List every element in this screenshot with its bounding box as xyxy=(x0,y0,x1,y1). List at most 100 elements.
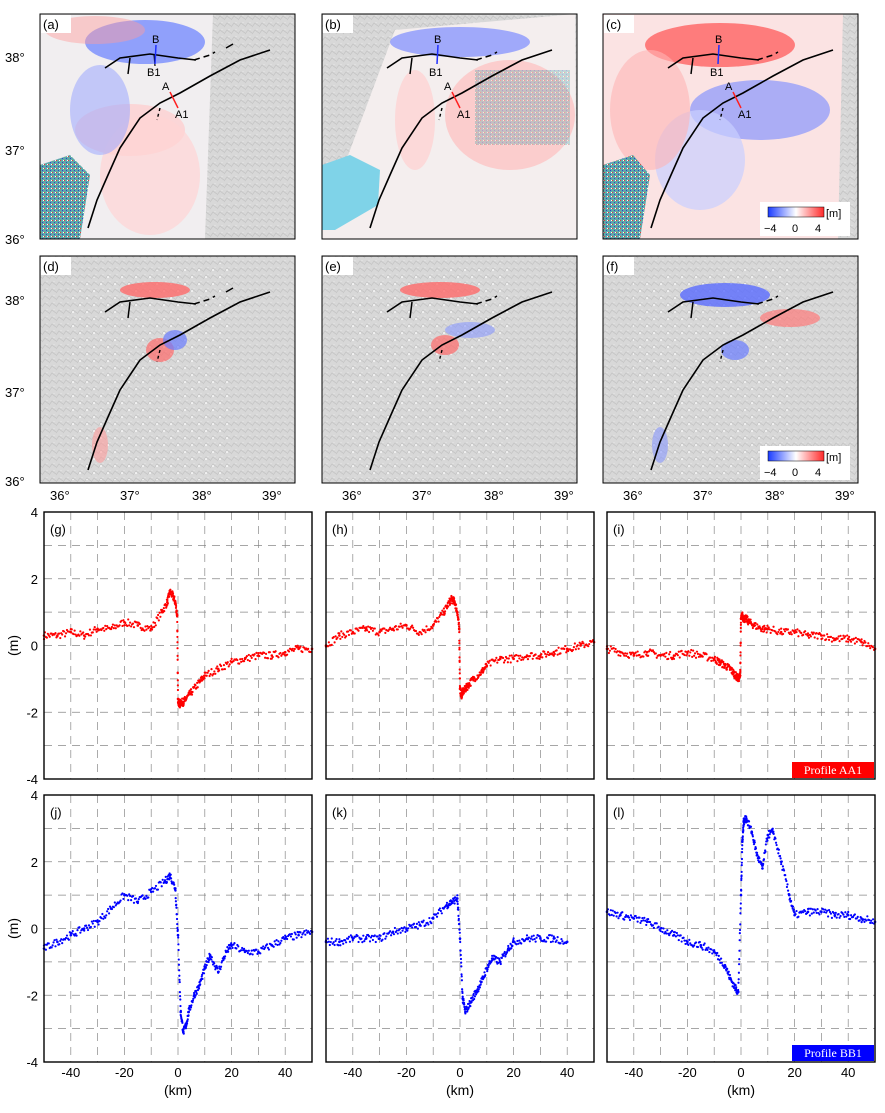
data-point xyxy=(338,940,341,944)
data-point xyxy=(342,942,345,945)
data-point xyxy=(257,654,260,657)
data-point xyxy=(363,940,366,943)
data-point xyxy=(619,650,622,654)
data-point xyxy=(109,627,113,631)
data-point xyxy=(454,603,458,606)
data-point xyxy=(340,630,343,633)
data-point xyxy=(699,654,703,657)
data-point xyxy=(847,640,850,643)
data-point xyxy=(647,917,650,921)
x-tick: -40 xyxy=(61,1065,80,1080)
data-point xyxy=(239,658,242,661)
data-point xyxy=(837,912,840,916)
data-point xyxy=(768,836,771,839)
data-point xyxy=(201,973,204,976)
data-point xyxy=(222,663,226,667)
data-point xyxy=(178,969,181,972)
data-point xyxy=(177,948,180,952)
data-point xyxy=(231,946,234,949)
data-point xyxy=(126,624,129,628)
data-point xyxy=(338,632,341,635)
data-point xyxy=(301,650,304,654)
data-point xyxy=(181,1021,184,1024)
data-point xyxy=(719,957,723,960)
data-point xyxy=(361,941,364,944)
data-point xyxy=(793,630,796,634)
data-point xyxy=(608,914,611,917)
lat-tick: 36° xyxy=(5,474,25,489)
data-point xyxy=(210,956,213,959)
data-point xyxy=(345,941,348,944)
data-point xyxy=(103,629,106,632)
data-point xyxy=(574,648,577,651)
data-point xyxy=(766,624,769,627)
label-a: A xyxy=(725,81,733,93)
data-point xyxy=(226,661,229,664)
data-point xyxy=(376,935,379,938)
data-point xyxy=(179,1004,182,1008)
data-point xyxy=(286,653,289,656)
data-point xyxy=(797,635,800,638)
data-point xyxy=(233,941,236,945)
data-point xyxy=(664,930,667,933)
data-point xyxy=(644,650,647,653)
data-point xyxy=(293,931,296,934)
data-point xyxy=(351,630,355,634)
data-point xyxy=(456,900,459,903)
lat-tick: 37° xyxy=(5,385,25,400)
data-point xyxy=(742,825,745,828)
data-point xyxy=(854,636,857,639)
data-point xyxy=(456,613,459,616)
data-point xyxy=(458,931,461,934)
data-point xyxy=(701,948,704,951)
data-point xyxy=(737,981,740,984)
data-point xyxy=(368,940,372,943)
data-point xyxy=(172,881,175,885)
data-point xyxy=(264,652,268,655)
data-point xyxy=(181,697,184,700)
data-point xyxy=(131,895,135,898)
data-point xyxy=(856,915,859,918)
data-point xyxy=(400,926,403,930)
data-point xyxy=(739,654,742,657)
lat-axis-bottom: 38° 37° 36° xyxy=(5,293,25,489)
data-point xyxy=(152,890,155,893)
data-point xyxy=(758,857,761,860)
plot-frame xyxy=(43,511,313,780)
data-point xyxy=(428,916,431,920)
data-point xyxy=(326,645,330,648)
colorbar-unit: [m] xyxy=(826,208,841,220)
data-point xyxy=(823,634,826,637)
data-point xyxy=(421,921,424,924)
data-point xyxy=(749,621,753,624)
data-point xyxy=(536,657,539,660)
data-point xyxy=(282,651,285,654)
data-point xyxy=(525,934,529,937)
data-point xyxy=(151,886,154,890)
data-point xyxy=(272,945,275,948)
data-point xyxy=(776,633,779,636)
data-point xyxy=(138,622,141,626)
data-point xyxy=(852,637,856,640)
data-point xyxy=(305,929,308,932)
data-point xyxy=(459,957,463,961)
data-point xyxy=(118,624,121,627)
data-point xyxy=(283,650,287,654)
data-point xyxy=(698,940,701,944)
data-point xyxy=(267,948,271,951)
data-point xyxy=(829,912,833,915)
data-point xyxy=(88,628,92,631)
data-point xyxy=(647,654,650,657)
data-point xyxy=(725,969,728,972)
legend-label: Profile BB1 xyxy=(804,1046,862,1060)
data-point xyxy=(460,979,464,982)
data-point xyxy=(374,940,377,944)
data-point xyxy=(866,915,869,918)
data-point xyxy=(266,946,270,949)
data-point xyxy=(176,933,180,937)
data-point xyxy=(753,839,756,842)
data-point xyxy=(839,634,842,637)
lon-tick: 36° xyxy=(623,488,643,503)
data-point xyxy=(458,937,462,940)
data-point xyxy=(121,624,124,628)
